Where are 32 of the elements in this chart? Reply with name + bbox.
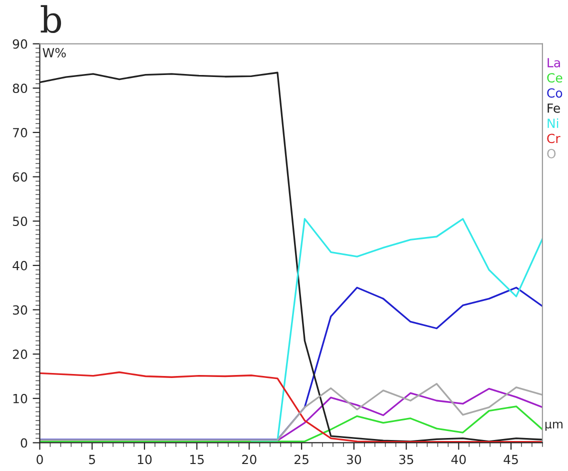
x-tick-label: 30	[346, 454, 362, 464]
y-tick-label: 40	[12, 260, 28, 270]
text: Co	[547, 88, 562, 98]
x-tick-label: 20	[242, 454, 256, 464]
y-tick-label: 50	[13, 216, 28, 226]
x-tick-label: 40	[451, 454, 466, 464]
chart-title: b	[40, 5, 62, 34]
text: La	[548, 58, 560, 68]
line-series	[250, 218, 542, 442]
text: Cr	[547, 134, 560, 144]
y-tick-label: 70	[13, 128, 28, 138]
y-tick-label: 60	[12, 172, 28, 182]
x-tick-label: 10	[138, 454, 152, 464]
x-tick-label: 0	[36, 454, 43, 464]
x-tick-label: 45	[504, 454, 518, 464]
y-tick-label: 20	[12, 350, 28, 360]
x-tick-label: 35	[399, 454, 414, 464]
text: Ce	[547, 73, 562, 83]
y-tick-label: 10	[13, 394, 28, 404]
line-series	[40, 382, 542, 441]
text: Ni	[548, 118, 558, 128]
y-tick-label: 80	[12, 84, 28, 94]
text: O	[547, 148, 556, 158]
x-axis-title: µm	[545, 422, 562, 431]
x-tick-label: 5	[89, 454, 96, 464]
x-tick-label: 25	[294, 454, 308, 464]
y-tick-label: 90	[12, 39, 28, 49]
y-axis-title: W%	[42, 48, 66, 58]
text: Fe	[548, 104, 560, 113]
x-tick-label: 15	[190, 454, 204, 464]
y-tick-label: 0	[20, 438, 28, 448]
y-tick-label: 30	[13, 305, 28, 315]
